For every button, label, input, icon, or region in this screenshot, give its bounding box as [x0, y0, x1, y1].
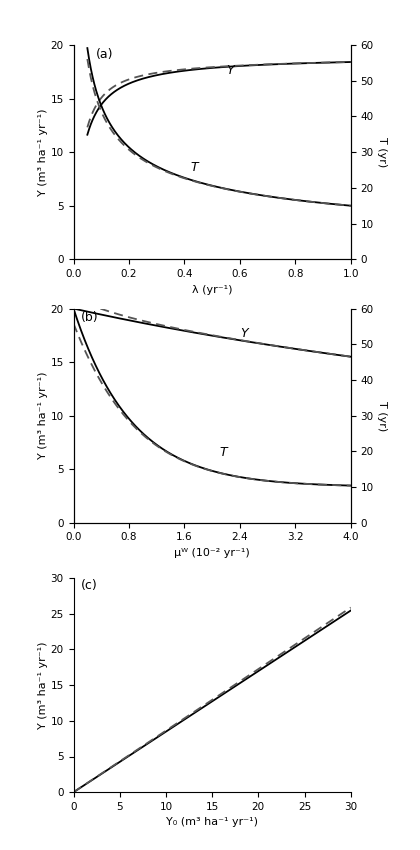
Text: $Y$: $Y$ — [240, 327, 250, 341]
X-axis label: Y₀ (m³ ha⁻¹ yr⁻¹): Y₀ (m³ ha⁻¹ yr⁻¹) — [166, 818, 258, 828]
Y-axis label: Y (m³ ha⁻¹ yr⁻¹): Y (m³ ha⁻¹ yr⁻¹) — [38, 109, 48, 196]
Text: $T$: $T$ — [190, 162, 200, 174]
Text: $T$: $T$ — [219, 446, 229, 459]
Y-axis label: T (yr): T (yr) — [378, 400, 387, 431]
Text: (b): (b) — [81, 311, 98, 325]
Text: $Y$: $Y$ — [226, 64, 236, 77]
X-axis label: μᵂ (10⁻² yr⁻¹): μᵂ (10⁻² yr⁻¹) — [174, 548, 250, 558]
X-axis label: λ (yr⁻¹): λ (yr⁻¹) — [192, 285, 232, 295]
Y-axis label: T (yr): T (yr) — [378, 137, 387, 167]
Text: (c): (c) — [81, 579, 97, 592]
Y-axis label: Y (m³ ha⁻¹ yr⁻¹): Y (m³ ha⁻¹ yr⁻¹) — [38, 372, 48, 459]
Text: (a): (a) — [96, 48, 113, 61]
Y-axis label: Y (m³ ha⁻¹ yr⁻¹): Y (m³ ha⁻¹ yr⁻¹) — [38, 642, 48, 728]
